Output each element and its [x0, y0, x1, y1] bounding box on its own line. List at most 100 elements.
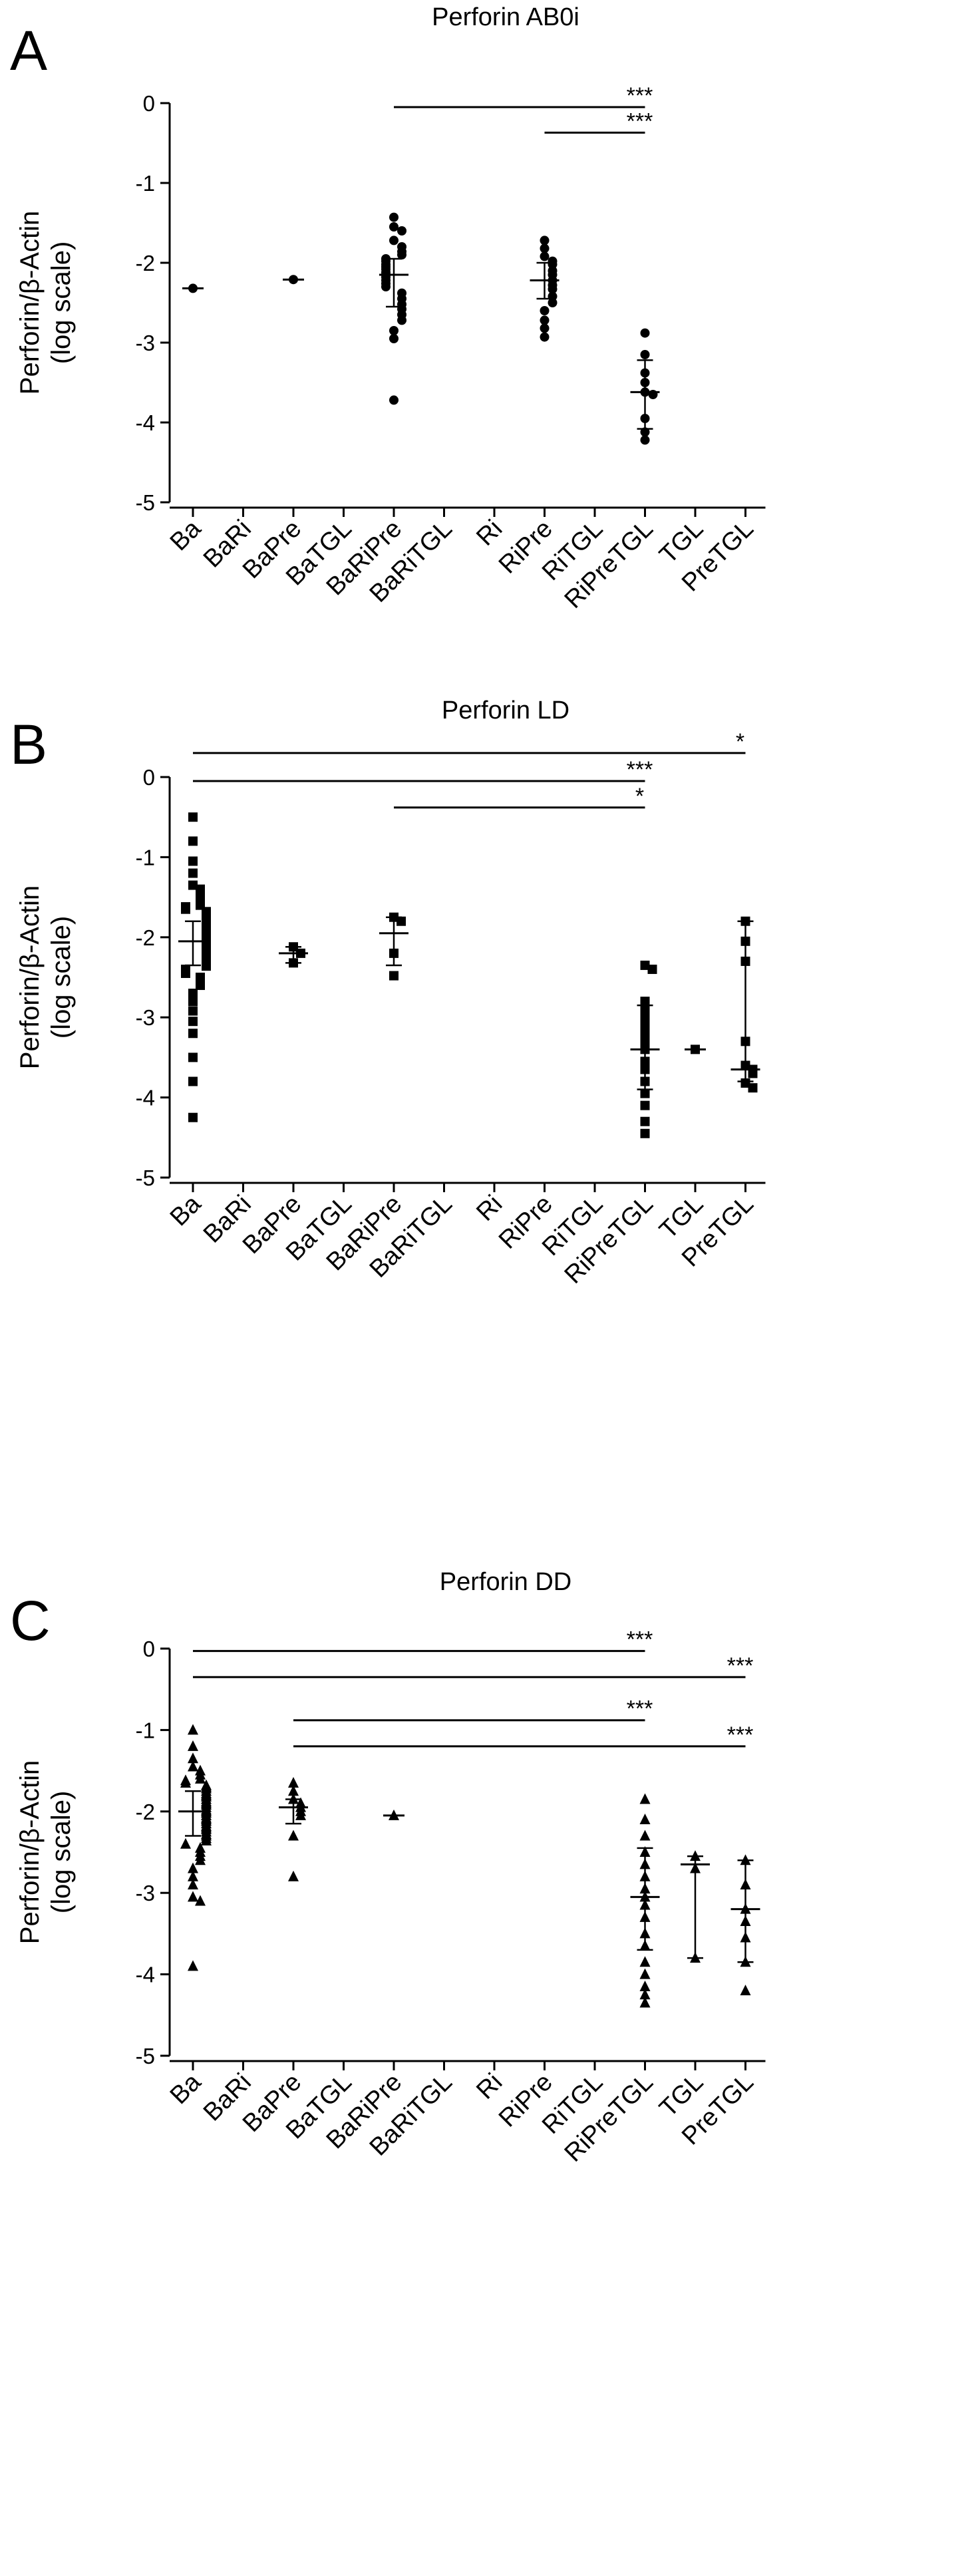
x-tick-label: Ri — [471, 1190, 508, 1227]
y-tick-label: 0 — [143, 765, 155, 790]
panel-a: A Perforin AB0i Perforin/β-Actin(log scale… — [10, 3, 766, 614]
data-point — [740, 1078, 750, 1088]
data-point — [397, 250, 406, 259]
data-point — [188, 1891, 198, 1902]
y-axis-label-line: (log scale) — [47, 242, 76, 365]
data-point — [188, 997, 198, 1007]
data-point — [195, 1854, 206, 1865]
data-point — [640, 1037, 650, 1046]
data-point — [289, 958, 298, 968]
data-point — [640, 1021, 650, 1031]
data-point — [690, 1850, 701, 1861]
data-point — [389, 334, 399, 343]
data-point — [389, 236, 399, 245]
x-tick-label: Ba — [165, 514, 207, 556]
data-point — [381, 282, 391, 291]
data-point — [540, 236, 550, 245]
data-point — [540, 332, 550, 342]
significance-label: *** — [627, 1627, 653, 1653]
panel-letter: B — [10, 713, 47, 776]
data-point — [748, 1083, 758, 1093]
data-point — [690, 1862, 701, 1873]
data-point — [188, 1862, 198, 1873]
data-point — [639, 1814, 651, 1825]
data-point — [188, 1878, 198, 1889]
y-tick-label: -4 — [136, 410, 155, 435]
data-point — [288, 1785, 299, 1796]
data-point — [640, 1088, 650, 1098]
data-point — [188, 836, 198, 846]
y-axis-label-line: (log scale) — [47, 1791, 76, 1914]
data-point — [288, 1870, 299, 1881]
y-tick-label: 0 — [143, 91, 155, 116]
data-point — [548, 291, 558, 301]
chart-title: Perforin LD — [442, 697, 569, 724]
x-tick-label: Ba — [165, 2068, 207, 2110]
y-axis-label: Perforin/β-Actin(log scale) — [15, 211, 76, 395]
data-point — [639, 1927, 651, 1939]
x-tick-label: Ri — [471, 515, 508, 552]
data-point — [188, 1017, 198, 1027]
significance-label: *** — [727, 1722, 754, 1748]
data-point — [639, 1980, 651, 1991]
data-point — [196, 981, 205, 991]
data-point — [640, 1005, 650, 1015]
data-point — [540, 315, 550, 325]
chart-title: Perforin DD — [440, 1568, 572, 1596]
panel-b: B Perforin LD Perforin/β-Actin(log scale) 0… — [10, 697, 766, 1289]
y-axis-label-line: Perforin/β-Actin — [15, 211, 45, 395]
data-point — [639, 1956, 651, 1967]
data-point — [640, 1128, 650, 1138]
y-tick-label: -4 — [136, 1963, 155, 1987]
significance-label: *** — [627, 757, 653, 782]
x-tick-label: Ri — [471, 2068, 508, 2105]
data-point — [201, 1834, 212, 1846]
data-point — [288, 1830, 299, 1841]
data-point — [639, 1899, 651, 1910]
data-point — [740, 916, 750, 926]
data-point — [548, 298, 558, 307]
data-point — [639, 1997, 651, 2008]
data-point — [740, 1985, 751, 1996]
data-point — [640, 427, 650, 437]
significance-label: * — [736, 729, 744, 754]
data-point — [295, 1809, 306, 1820]
y-axis-label-line: (log scale) — [47, 916, 76, 1039]
data-point — [640, 1013, 650, 1023]
data-point — [639, 1830, 651, 1841]
data-point — [180, 1776, 191, 1788]
data-point — [639, 1870, 651, 1881]
significance-label: * — [635, 784, 644, 809]
data-point — [389, 948, 399, 958]
data-point — [188, 1076, 198, 1086]
panel-letter: C — [10, 1589, 51, 1652]
x-tick-label: Ba — [165, 1190, 207, 1231]
data-point — [640, 1100, 650, 1110]
data-point — [640, 414, 650, 423]
data-point — [188, 1740, 198, 1751]
data-point — [188, 1960, 198, 1971]
data-point — [639, 1858, 651, 1869]
data-point — [389, 395, 399, 405]
data-point — [640, 1076, 650, 1086]
y-tick-label: -3 — [136, 1881, 155, 1905]
significance-label: *** — [627, 108, 653, 134]
data-point — [740, 1915, 751, 1927]
y-tick-label: -2 — [136, 1800, 155, 1824]
data-point — [181, 968, 190, 978]
data-point — [540, 306, 550, 315]
data-point — [188, 1029, 198, 1039]
data-point — [389, 326, 399, 335]
significance-label: *** — [727, 1653, 754, 1679]
data-point — [640, 1029, 650, 1039]
data-point — [639, 1939, 651, 1951]
data-point — [397, 226, 406, 236]
data-point — [639, 1968, 651, 1979]
y-tick-label: -4 — [136, 1086, 155, 1110]
data-point — [540, 251, 550, 261]
data-point — [188, 1112, 198, 1122]
data-point — [640, 1056, 650, 1066]
data-point — [195, 1895, 206, 1906]
data-point — [188, 989, 198, 999]
